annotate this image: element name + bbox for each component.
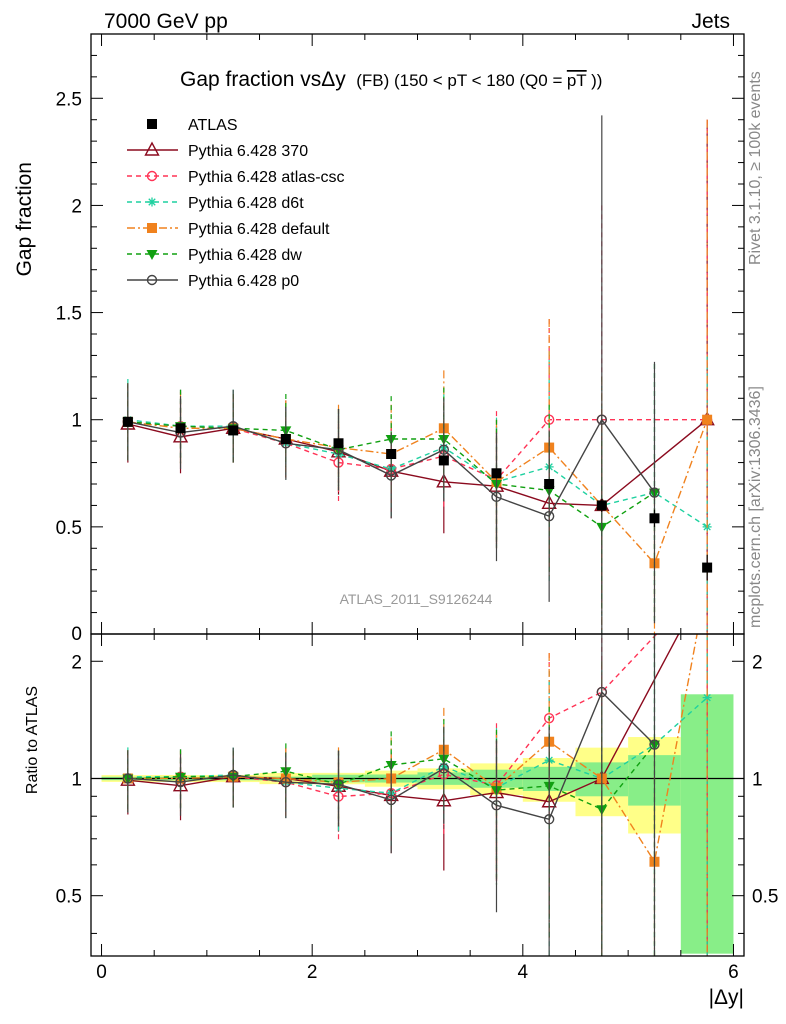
legend-item-p0: Pythia 6.428 p0 <box>127 273 299 290</box>
header-right: Jets <box>691 10 730 33</box>
y-axis-label-top: Gap fraction <box>13 162 36 276</box>
legend-marker <box>147 197 157 207</box>
series-top-p0 <box>122 115 660 634</box>
atlas-data-point <box>333 438 344 449</box>
ratio-point <box>596 686 608 698</box>
x-tick-label: 0 <box>96 962 107 983</box>
atlas-data-point <box>175 423 186 434</box>
ratio-point <box>385 794 397 806</box>
title-sub: (FB) (150 < pT < 180 (Q0 = <box>356 71 562 90</box>
x-tick-label: 6 <box>728 962 739 983</box>
legend-label: Pythia 6.428 d6t <box>188 195 304 212</box>
legend-marker <box>144 141 160 156</box>
legend-label: Pythia 6.428 p0 <box>188 273 299 290</box>
title-main: Gap fraction vsΔy <box>180 68 346 91</box>
data-point <box>649 487 660 498</box>
legend-label: ATLAS <box>188 117 238 134</box>
ratio-point <box>438 763 450 774</box>
series-line <box>127 418 656 518</box>
legend-marker <box>147 223 157 233</box>
series-ratio-default <box>122 634 708 956</box>
y-tick-label-bottom-right: 0.5 <box>752 887 778 908</box>
ratio-point <box>649 739 660 750</box>
svg-text:Gap fraction vsΔy (FB): Gap fraction vsΔy (FB) (150 < pT < 180 (… <box>180 68 602 91</box>
y-tick-label-top: 2.5 <box>56 89 82 110</box>
series-ratio-p0 <box>122 634 660 956</box>
legend-item-d6t: Pythia 6.428 d6t <box>127 195 304 212</box>
ratio-point <box>702 693 712 703</box>
data-point <box>543 510 555 522</box>
side-label-mcplots: mcplots.cern.ch [arXiv:1306.3436] <box>747 386 764 628</box>
data-point <box>702 414 713 425</box>
atlas-data-point <box>544 479 555 489</box>
series-line <box>127 419 708 481</box>
atlas-data-point <box>386 449 397 459</box>
atlas-data-point <box>491 468 502 479</box>
y-tick-label-bottom: 0.5 <box>56 887 82 908</box>
ratio-point <box>280 777 292 788</box>
data-point <box>385 470 397 481</box>
y-tick-label-bottom: 2 <box>71 652 82 673</box>
series-ratio-atlas-csc <box>122 634 708 956</box>
ratio-point <box>122 773 134 784</box>
y-tick-label-bottom-right: 2 <box>752 652 763 673</box>
y-tick-label-top: 1.5 <box>56 304 82 325</box>
atlas-data-point <box>280 434 291 444</box>
atlas-data-point <box>438 455 449 466</box>
legend-marker <box>146 274 158 286</box>
title-close: )) <box>591 71 602 90</box>
legend-item-default: Pythia 6.428 default <box>127 221 330 238</box>
legend-marker <box>147 119 157 129</box>
series-line <box>127 419 708 528</box>
legend-item-atlas-csc: Pythia 6.428 atlas-csc <box>127 169 345 186</box>
y-axis-label-bottom: Ratio to ATLAS <box>24 686 41 794</box>
ratio-point <box>543 814 555 825</box>
title-pt: pT <box>567 71 587 90</box>
atlas-data-point <box>122 416 133 427</box>
atlas-data-point <box>228 425 239 436</box>
chart-title: Gap fraction vsΔy (FB) (150 < pT < 180 (… <box>180 68 602 91</box>
legend-marker <box>146 250 158 260</box>
legend-item-dw: Pythia 6.428 dw <box>127 247 302 264</box>
ratio-point <box>227 769 239 781</box>
legend-marker <box>146 170 158 182</box>
series-ratio-370 <box>120 634 708 956</box>
data-point <box>438 444 450 455</box>
atlas-data-point <box>596 500 607 511</box>
legend-label: Pythia 6.428 dw <box>188 247 302 264</box>
series-line <box>127 419 708 565</box>
y-tick-label-top: 0.5 <box>56 518 82 539</box>
legend-item-370: Pythia 6.428 370 <box>127 141 308 160</box>
ratio-point <box>175 776 186 788</box>
ratio-point <box>333 779 344 790</box>
legend-label: Pythia 6.428 370 <box>188 143 308 160</box>
legend-label: Pythia 6.428 atlas-csc <box>188 169 345 186</box>
side-label-rivet: Rivet 3.1.10, ≥ 100k events <box>747 71 764 265</box>
ratio-line <box>127 690 655 821</box>
y-tick-label-top: 2 <box>71 196 82 217</box>
y-tick-label-top: 0 <box>71 624 82 645</box>
x-tick-label: 4 <box>518 962 529 983</box>
y-tick-label-top: 1 <box>71 411 82 432</box>
atlas-data-point <box>702 562 713 573</box>
ratio-line <box>127 634 698 864</box>
legend-item-ATLAS: ATLAS <box>147 117 238 134</box>
data-point <box>596 414 608 425</box>
atlas-data-point <box>649 513 660 524</box>
ratio-point <box>491 800 502 811</box>
x-tick-label: 2 <box>307 962 318 983</box>
y-tick-label-bottom-right: 1 <box>752 769 763 790</box>
series-atlas <box>122 416 713 581</box>
x-axis-label: |Δy| <box>709 986 744 1009</box>
analysis-label: ATLAS_2011_S9126244 <box>340 591 493 607</box>
header-left: 7000 GeV pp <box>104 10 228 33</box>
ratio-line <box>127 697 708 794</box>
legend-label: Pythia 6.428 default <box>188 221 330 238</box>
y-tick-label-bottom: 1 <box>71 769 82 790</box>
data-point <box>491 491 502 503</box>
